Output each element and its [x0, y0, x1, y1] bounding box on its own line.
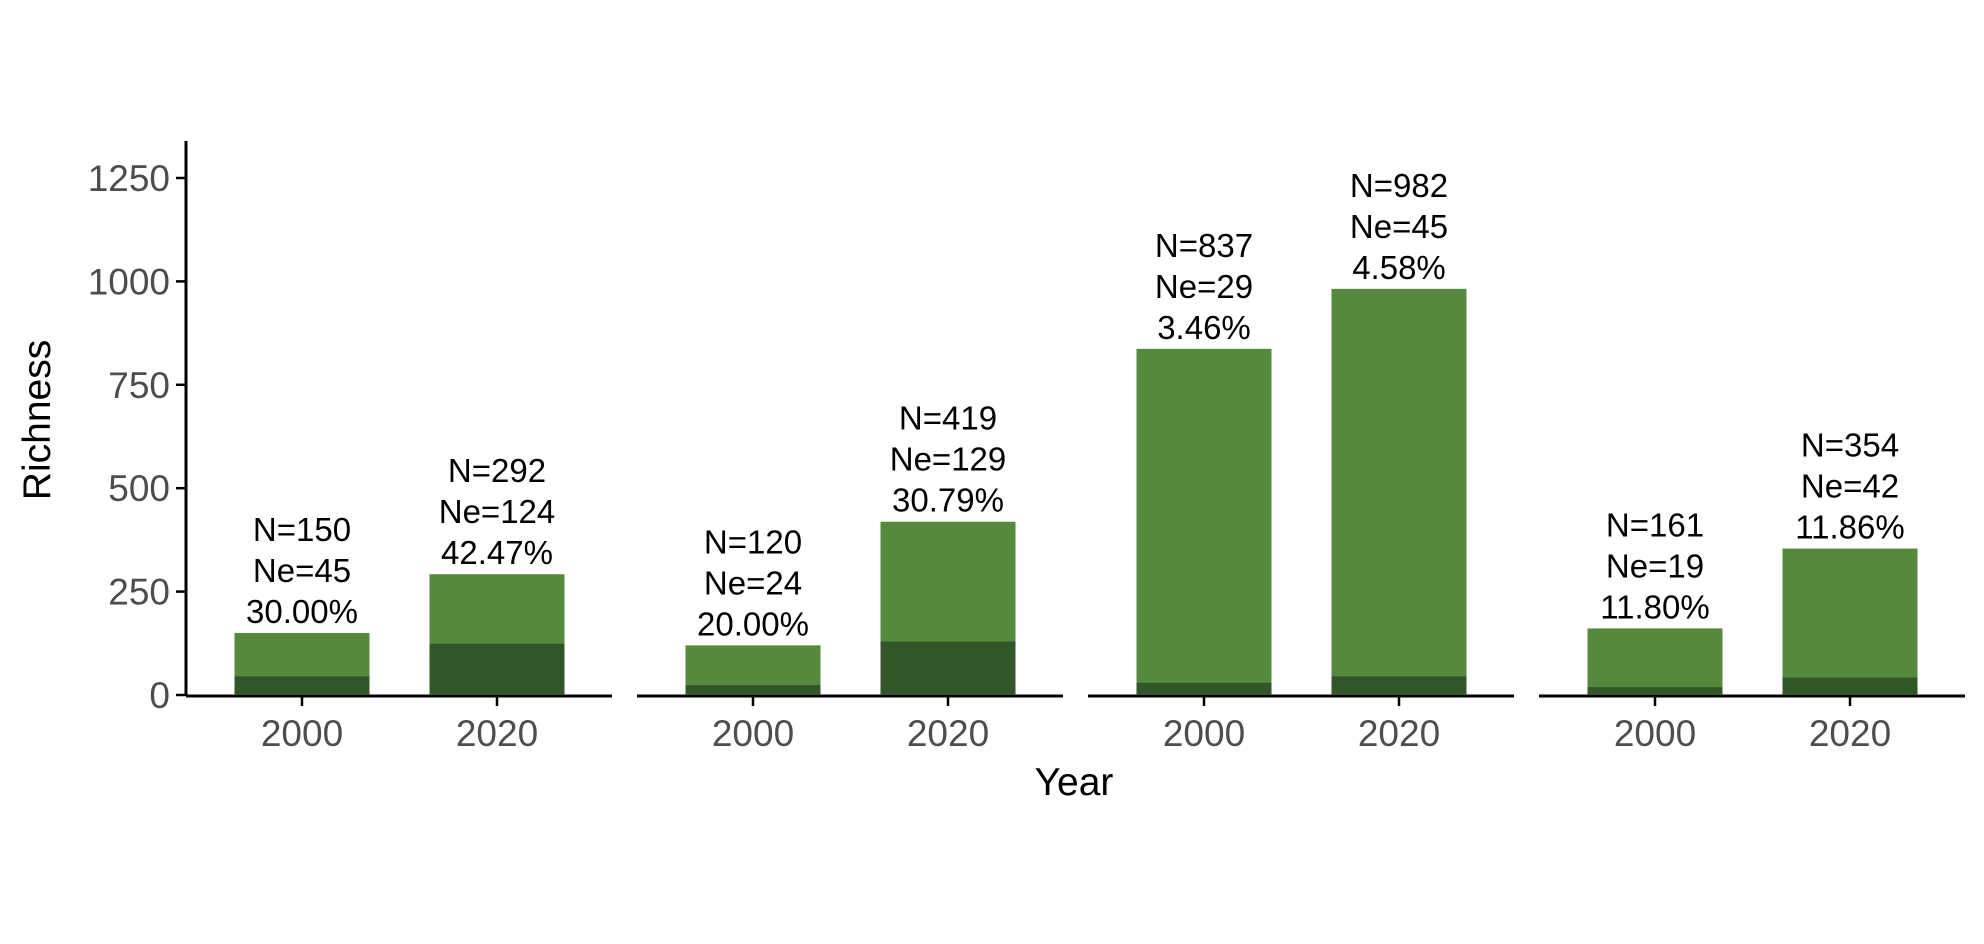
- bar-data-label: 20.00%: [697, 605, 809, 642]
- y-tick-label: 0: [149, 675, 170, 716]
- bar-data-label: 3.46%: [1157, 309, 1251, 346]
- bar-data-label: Ne=29: [1155, 268, 1253, 305]
- bar-native: [234, 676, 370, 695]
- y-tick-label: 750: [108, 365, 170, 406]
- x-tick-label: 2000: [712, 713, 794, 754]
- bar-native: [685, 685, 821, 695]
- bar-data-label: 11.80%: [1600, 588, 1709, 625]
- bar-native: [1587, 687, 1723, 695]
- bar-data-label: 30.00%: [246, 593, 358, 630]
- x-tick-label: 2020: [1358, 713, 1440, 754]
- x-tick-label: 2020: [1809, 713, 1891, 754]
- bar-data-label: Ne=124: [439, 493, 556, 530]
- bar-data-label: N=982: [1350, 167, 1448, 204]
- bar-data-label: 42.47%: [441, 534, 553, 571]
- bar-native: [1136, 683, 1272, 695]
- y-axis-title: Richness: [16, 340, 59, 500]
- x-tick-label: 2020: [456, 713, 538, 754]
- bar-data-label: N=161: [1606, 506, 1704, 543]
- bar-total: [1331, 288, 1467, 695]
- bar-native: [880, 641, 1016, 695]
- y-tick-label: 1250: [88, 158, 170, 199]
- bar-data-label: Ne=45: [253, 552, 351, 589]
- bar-data-label: Ne=129: [890, 441, 1007, 478]
- panel-4: 2000 N=161 Ne=19 11.80% 2020 N=354 Ne=42 11.86%: [1539, 427, 1965, 754]
- bar-total: [1782, 548, 1918, 695]
- x-axis-title: Year: [1035, 761, 1114, 804]
- bar-data-label: 30.79%: [892, 482, 1004, 519]
- bar-data-label: Ne=19: [1606, 547, 1704, 584]
- bar-data-label: N=419: [899, 400, 997, 437]
- bar-data-label: Ne=45: [1350, 208, 1448, 245]
- bar-data-label: N=150: [253, 511, 351, 548]
- x-tick-label: 2000: [1163, 713, 1245, 754]
- x-tick-label: 2020: [907, 713, 989, 754]
- y-axis: 0 250 500 750 1000 1250: [88, 141, 188, 716]
- bar-data-label: N=354: [1801, 427, 1899, 464]
- bar-native: [1782, 677, 1918, 695]
- bar-data-label: Ne=42: [1801, 468, 1899, 505]
- bar-total: [1136, 348, 1272, 695]
- x-tick-label: 2000: [261, 713, 343, 754]
- y-tick-label: 1000: [88, 261, 170, 302]
- panel-1: 2000 N=150 Ne=45 30.00% 2020 N=292 Ne=124 42.47…: [186, 452, 612, 754]
- bar-native: [1331, 676, 1467, 695]
- panel-3: 2000 N=837 Ne=29 3.46% 2020 N=982 Ne=45 4.58%: [1088, 167, 1514, 754]
- bar-data-label: N=292: [448, 452, 546, 489]
- y-tick-label: 250: [108, 572, 170, 613]
- chart-panels: 2000 N=150 Ne=45 30.00% 2020 N=292 Ne=124 42.47…: [186, 167, 1965, 754]
- bar-data-label: 4.58%: [1352, 249, 1446, 286]
- bar-data-label: 11.86%: [1795, 509, 1904, 546]
- bar-data-label: N=837: [1155, 227, 1253, 264]
- x-tick-label: 2000: [1614, 713, 1696, 754]
- bar-data-label: N=120: [704, 523, 802, 560]
- bar-data-label: Ne=24: [704, 564, 802, 601]
- panel-2: 2000 N=120 Ne=24 20.00% 2020 N=419 Ne=129 30.79…: [637, 400, 1063, 754]
- bar-total: [1587, 628, 1723, 695]
- y-tick-label: 500: [108, 468, 170, 509]
- bar-native: [429, 643, 565, 695]
